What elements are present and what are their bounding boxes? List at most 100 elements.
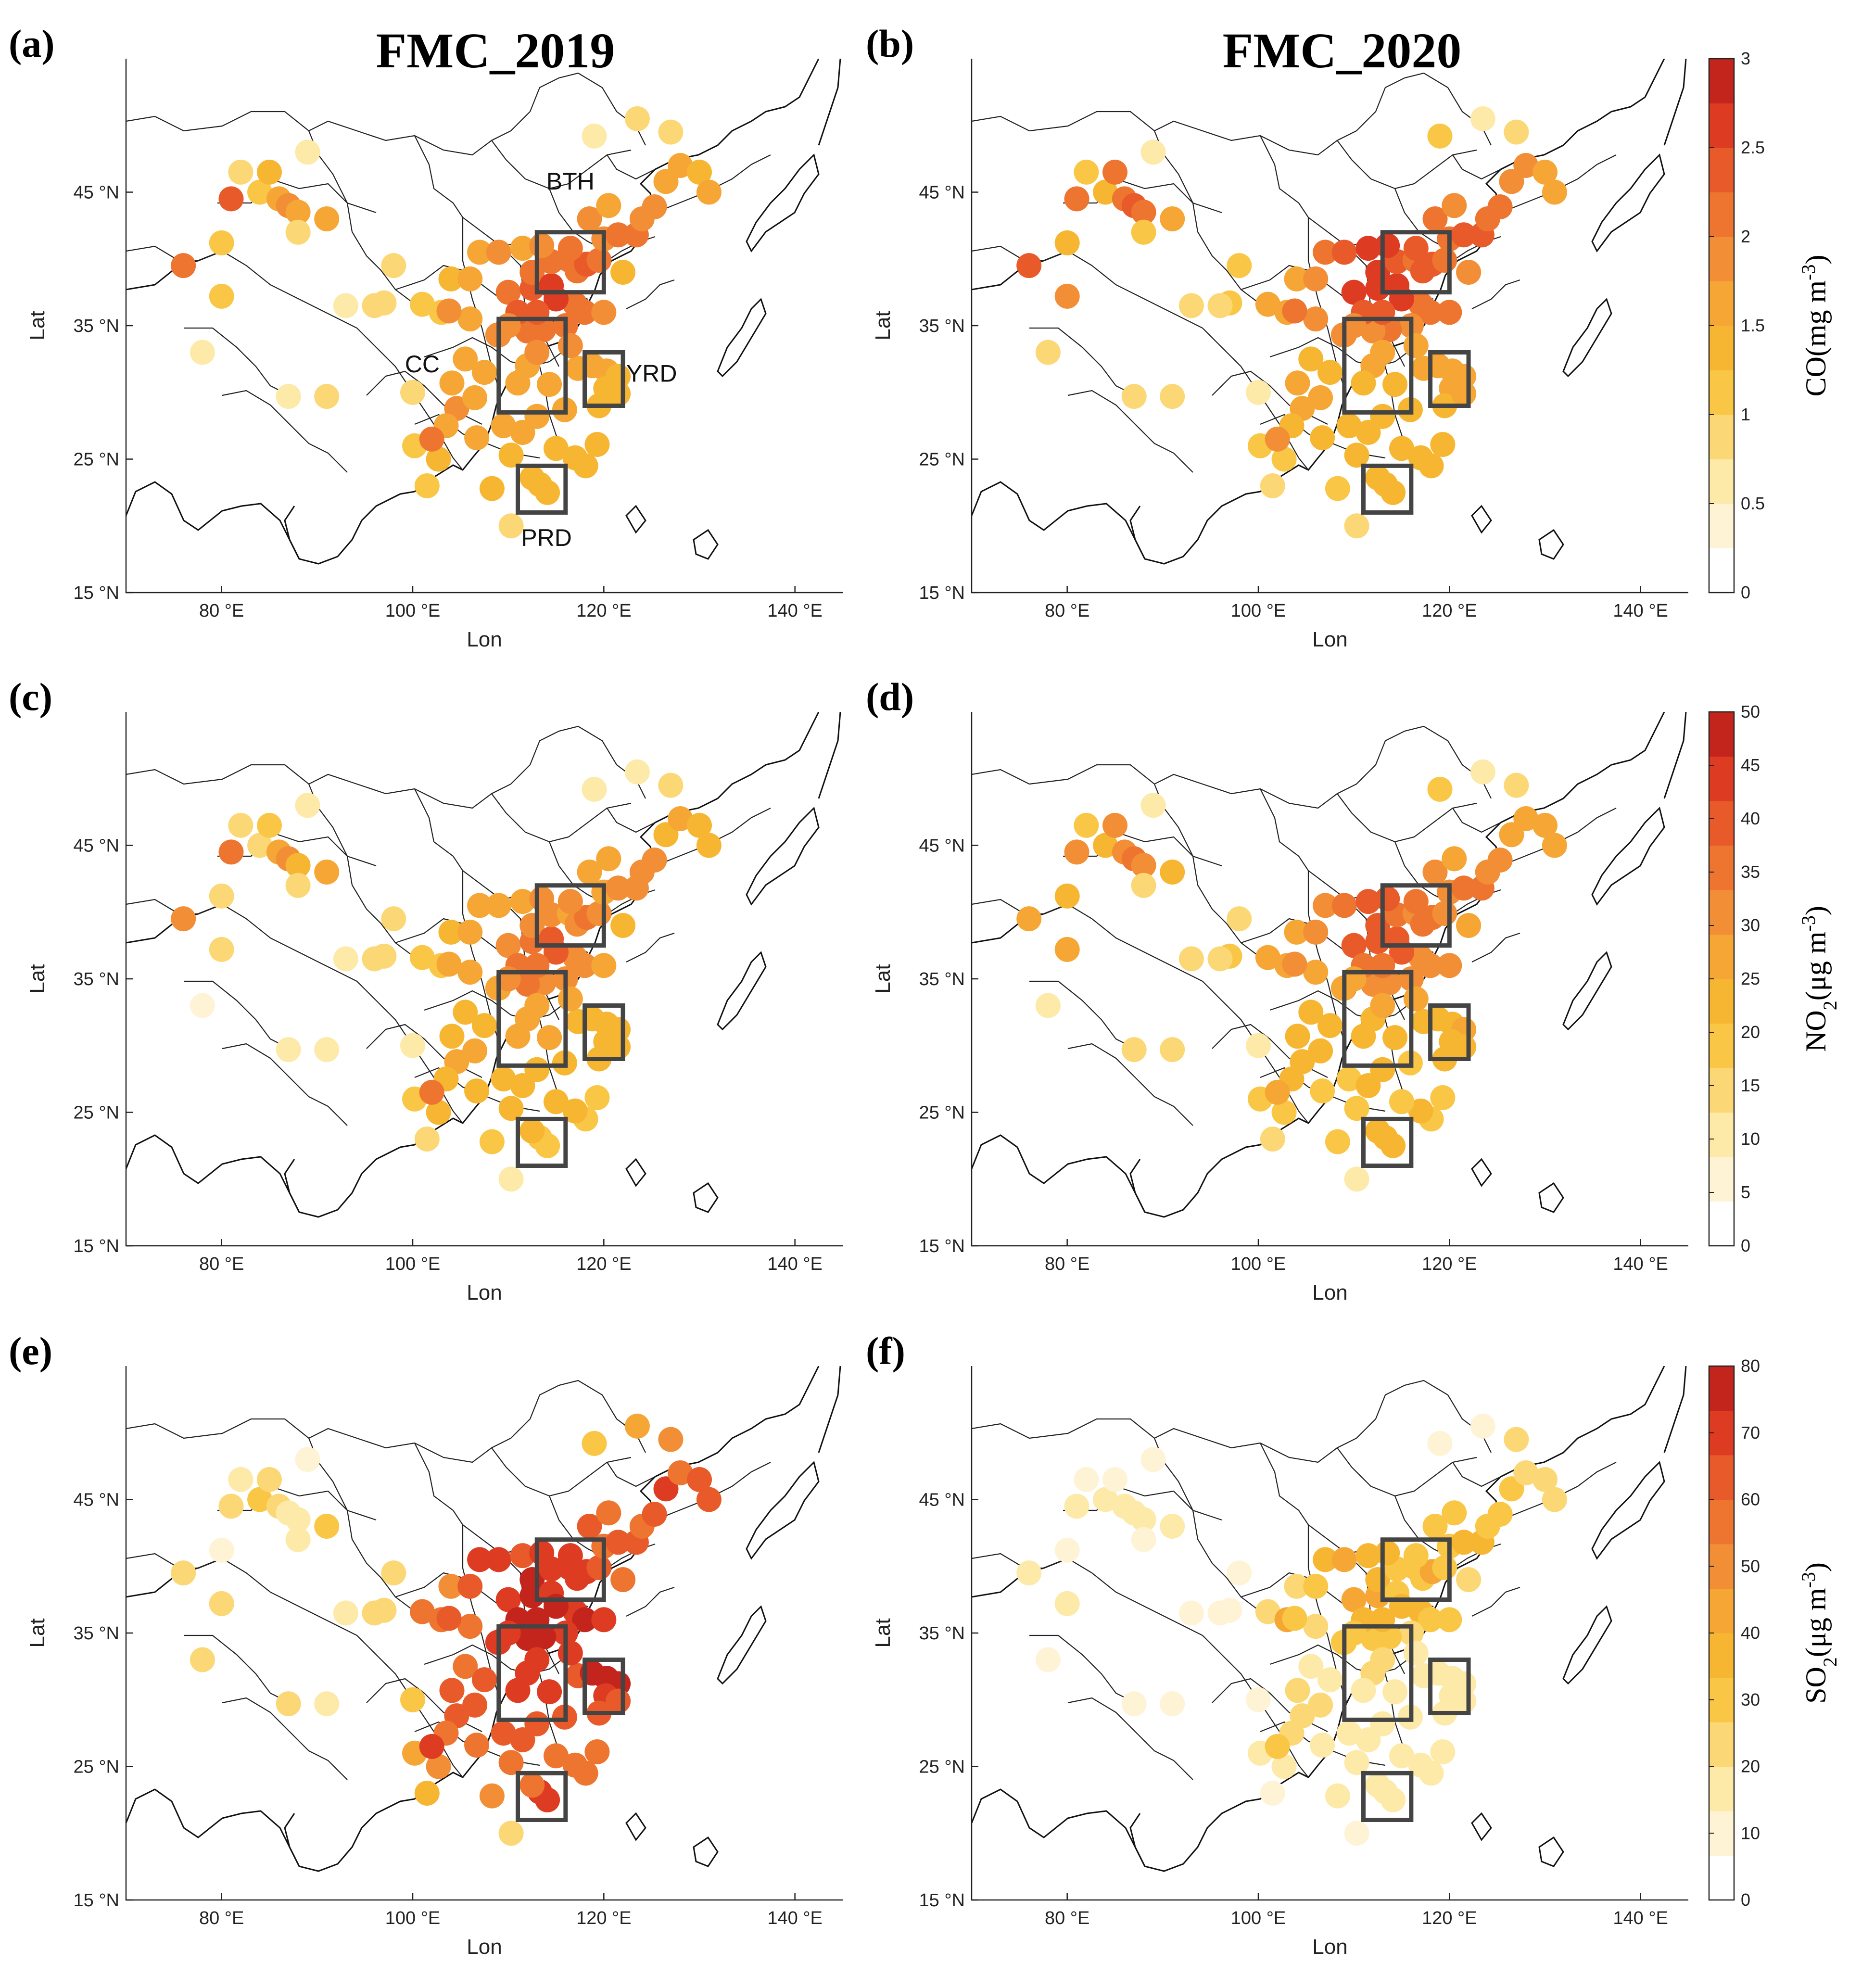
station-marker <box>190 993 215 1018</box>
ylabel: Lat <box>25 311 49 340</box>
station-marker <box>1284 266 1309 291</box>
region-box-cc <box>1342 970 1414 1068</box>
station-marker <box>1389 436 1414 461</box>
station-marker <box>228 812 253 838</box>
station-marker <box>1430 432 1456 457</box>
colorbar-no2: 0 5 10 15 20 25 30 35 40 45 50 NO2(μg m-3) <box>1708 702 1841 1255</box>
station-marker <box>610 1567 636 1592</box>
station-marker <box>314 1514 340 1539</box>
colorbar-tick: 0 <box>1741 1890 1750 1910</box>
station-marker <box>696 179 722 205</box>
station-marker <box>606 1688 631 1714</box>
station-marker <box>1370 404 1395 429</box>
ylabel: Lat <box>871 1618 895 1647</box>
station-marker <box>1370 340 1395 365</box>
station-marker <box>190 1647 215 1672</box>
station-marker <box>1451 875 1477 901</box>
colorbar-swatch <box>1709 1112 1734 1157</box>
station-marker <box>1418 300 1443 325</box>
station-marker <box>491 413 516 439</box>
station-marker <box>1451 381 1477 406</box>
station-marker <box>1246 1687 1271 1712</box>
station-marker <box>1422 206 1448 231</box>
xlabel: Lon <box>467 628 502 651</box>
station-marker <box>1260 1781 1285 1806</box>
region-box-cc <box>496 1624 568 1722</box>
station-marker <box>1064 186 1089 212</box>
colorbar-swatch <box>1709 1023 1734 1068</box>
station-marker <box>562 1098 588 1124</box>
station-marker <box>1331 240 1357 265</box>
station-marker <box>171 253 196 279</box>
station-marker <box>572 953 597 978</box>
ytick-label: 35 °N <box>919 1623 965 1644</box>
station-marker <box>491 1066 516 1092</box>
station-marker <box>400 380 425 405</box>
station-marker <box>557 333 583 358</box>
station-marker <box>436 1606 462 1631</box>
xtick-label: 120 °E <box>1422 1908 1477 1928</box>
colorbar-co: 0 0.5 1 1.5 2 2.5 3 CO(mg m-3) <box>1708 49 1832 602</box>
region-box-cc <box>496 317 568 415</box>
station-marker <box>426 446 451 472</box>
colorbar-tick: 40 <box>1741 809 1760 828</box>
station-marker <box>1499 169 1524 194</box>
station-marker <box>653 169 679 194</box>
station-marker <box>438 1573 464 1599</box>
station-marker <box>1308 1038 1333 1064</box>
colorbar-swatch <box>1709 59 1734 103</box>
station-marker <box>464 1733 490 1758</box>
colorbar-tick: 60 <box>1741 1490 1760 1509</box>
station-marker <box>453 1000 478 1025</box>
xtick-label: 120 °E <box>1422 1254 1477 1274</box>
colorbar-swatch <box>1709 1722 1734 1767</box>
region-box-prd <box>1361 1116 1414 1168</box>
station-marker <box>314 860 340 885</box>
station-marker <box>1427 776 1453 802</box>
station-marker <box>1054 1591 1080 1616</box>
station-marker <box>1403 1543 1429 1569</box>
station-marker <box>1336 413 1362 439</box>
station-marker <box>453 1654 478 1679</box>
station-marker <box>1355 1727 1381 1752</box>
station-marker <box>584 432 610 457</box>
station-marker <box>1499 1476 1524 1502</box>
station-marker <box>314 206 340 231</box>
station-marker <box>1313 893 1338 918</box>
region-label-cc: CC <box>405 351 440 378</box>
station-marker <box>1207 1600 1233 1626</box>
station-marker <box>668 153 693 178</box>
station-marker <box>1418 1607 1443 1633</box>
station-marker <box>582 1431 607 1456</box>
station-marker <box>439 1678 465 1703</box>
station-marker <box>557 236 583 261</box>
station-marker <box>1344 1750 1369 1775</box>
station-marker <box>1360 318 1386 344</box>
station-marker <box>1074 812 1099 838</box>
station-marker <box>228 1467 253 1492</box>
station-marker <box>462 1692 488 1718</box>
station-marker <box>537 1679 562 1705</box>
colorbar-swatch <box>1709 1201 1734 1246</box>
station-marker <box>505 370 531 396</box>
station-marker <box>314 1037 340 1063</box>
station-marker <box>1504 772 1529 798</box>
station-marker <box>495 933 521 958</box>
xtick-label: 140 °E <box>1613 1908 1668 1928</box>
station-marker <box>209 937 234 962</box>
station-marker <box>1131 873 1156 898</box>
station-marker <box>276 384 301 409</box>
station-marker <box>544 1089 569 1114</box>
xtick-label: 100 °E <box>1231 1254 1286 1274</box>
station-marker <box>1227 906 1252 932</box>
station-marker <box>572 1607 597 1633</box>
station-marker <box>596 846 621 872</box>
station-marker <box>1016 906 1042 932</box>
station-marker <box>557 986 583 1012</box>
region-box-bth <box>534 230 606 295</box>
station-marker <box>1285 370 1310 396</box>
colorbar-tick: 30 <box>1741 1690 1760 1709</box>
xtick-label: 80 °E <box>1045 1908 1089 1928</box>
station-marker <box>562 1752 588 1778</box>
station-marker <box>510 1543 535 1569</box>
